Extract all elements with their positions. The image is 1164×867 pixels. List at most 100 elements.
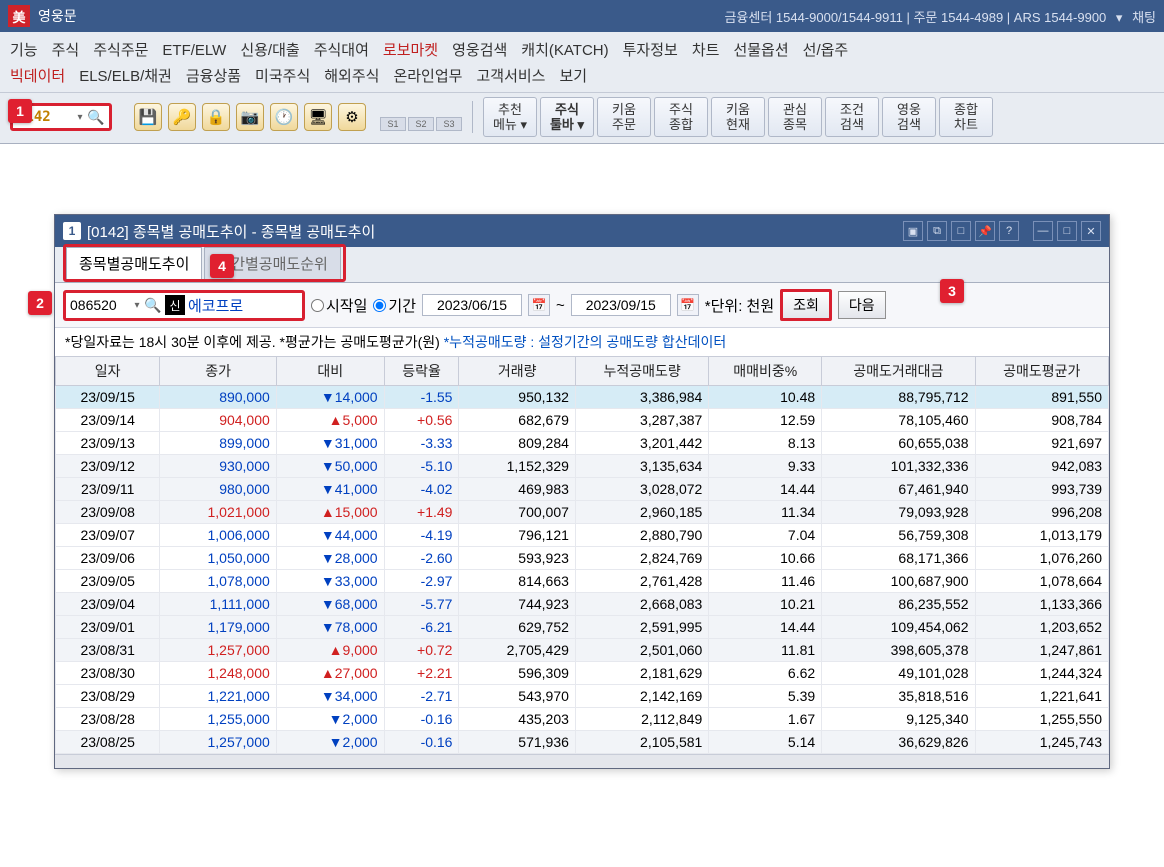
table-row[interactable]: 23/09/081,021,000▲ 15,000+1.49700,0072,9… — [56, 501, 1109, 524]
menu-item[interactable]: 주식 — [52, 38, 80, 64]
quick-button[interactable]: 주식종합 — [654, 97, 708, 137]
chat-link[interactable]: 채팅 — [1132, 10, 1156, 25]
menu-item[interactable]: 선/옵주 — [803, 38, 849, 64]
menu-item[interactable]: 미국주식 — [255, 64, 310, 90]
search-icon[interactable]: 🔍 — [144, 296, 162, 314]
menu-item[interactable]: 기능 — [10, 38, 38, 64]
table-row[interactable]: 23/08/311,257,000▲ 9,000+0.722,705,4292,… — [56, 639, 1109, 662]
save-icon[interactable]: 💾 — [134, 103, 162, 131]
quick-button[interactable]: 관심종목 — [768, 97, 822, 137]
menu-item[interactable]: 캐치(KATCH) — [521, 38, 608, 64]
quick-button[interactable]: 키움현재 — [711, 97, 765, 137]
camera-icon[interactable]: 📷 — [236, 103, 264, 131]
menu-item[interactable]: 선물옵션 — [733, 38, 788, 64]
column-header[interactable]: 종가 — [160, 357, 276, 386]
next-button[interactable]: 다음 — [838, 291, 886, 319]
menu-item[interactable]: 차트 — [692, 38, 720, 64]
key-icon[interactable]: 🔑 — [168, 103, 196, 131]
note-row: *당일자료는 18시 30분 이후에 제공. *평균가는 공매도평균가(원) *… — [55, 328, 1109, 356]
menu-item[interactable]: 금융상품 — [186, 64, 241, 90]
table-row[interactable]: 23/08/291,221,000▼ 34,000-2.71543,9702,1… — [56, 685, 1109, 708]
help-icon[interactable]: ? — [999, 221, 1019, 241]
table-row[interactable]: 23/09/13899,000▼ 31,000-3.33809,2843,201… — [56, 432, 1109, 455]
column-header[interactable]: 일자 — [56, 357, 160, 386]
search-icon[interactable]: 🔍 — [87, 108, 105, 126]
radio-start-label: 시작일 — [326, 295, 367, 316]
quick-button[interactable]: 영웅검색 — [882, 97, 936, 137]
radio-period-label: 기간 — [388, 295, 416, 316]
lock-icon[interactable]: 🔒 — [202, 103, 230, 131]
menu-item[interactable]: 온라인업무 — [393, 64, 462, 90]
calendar-icon[interactable]: 📅 — [677, 294, 699, 316]
scrollbar[interactable] — [55, 754, 1109, 768]
menu-item[interactable]: 해외주식 — [324, 64, 379, 90]
menu-item[interactable]: 주식대여 — [314, 38, 369, 64]
menu-item[interactable]: ELS/ELB/채권 — [79, 64, 172, 90]
quick-button[interactable]: 키움주문 — [597, 97, 651, 137]
column-header[interactable]: 매매비중% — [709, 357, 822, 386]
win-btn-2[interactable]: ⧉ — [927, 221, 947, 241]
pin-icon[interactable]: 📌 — [975, 221, 995, 241]
session-tab[interactable]: S3 — [436, 117, 462, 131]
menu-item[interactable]: 신용/대출 — [240, 38, 299, 64]
menu-item[interactable]: 고객서비스 — [476, 64, 545, 90]
titlebar: 美 영웅문 금융센터 1544-9000/1544-9911 | 주문 1544… — [0, 0, 1164, 32]
calendar-icon[interactable]: 📅 — [528, 294, 550, 316]
quick-button[interactable]: 추천메뉴 ▾ — [483, 97, 537, 137]
table-row[interactable]: 23/08/251,257,000▼ 2,000-0.16571,9362,10… — [56, 731, 1109, 754]
gear-icon[interactable]: ⚙ — [338, 103, 366, 131]
win-btn-3[interactable]: □ — [951, 221, 971, 241]
query-button[interactable]: 조회 — [780, 289, 832, 321]
dropdown-icon[interactable]: ▾ — [130, 300, 144, 311]
subwindow-title: [0142] 종목별 공매도추이 - 종목별 공매도추이 — [87, 221, 375, 242]
maximize-icon[interactable]: □ — [1057, 221, 1077, 241]
subwindow-titlebar: 1 [0142] 종목별 공매도추이 - 종목별 공매도추이 ▣ ⧉ □ 📌 ?… — [55, 215, 1109, 247]
table-row[interactable]: 23/09/011,179,000▼ 78,000-6.21629,7522,5… — [56, 616, 1109, 639]
menu-item[interactable]: 로보마켓 — [383, 38, 438, 64]
table-row[interactable]: 23/09/071,006,000▼ 44,000-4.19796,1212,8… — [56, 524, 1109, 547]
radio-start-date[interactable] — [311, 299, 324, 312]
table-row[interactable]: 23/09/061,050,000▼ 28,000-2.60593,9232,8… — [56, 547, 1109, 570]
monitor-icon[interactable]: 🖥 — [304, 103, 332, 131]
column-header[interactable]: 공매도평균가 — [975, 357, 1109, 386]
tab-by-stock[interactable]: 종목별공매도추이 — [66, 247, 202, 279]
menubar: 기능 주식 주식주문 ETF/ELW 신용/대출 주식대여 로보마켓 영웅검색 캐치(KATCH… — [0, 32, 1164, 93]
column-header[interactable]: 누적공매도량 — [575, 357, 708, 386]
win-btn-1[interactable]: ▣ — [903, 221, 923, 241]
stock-code-input[interactable] — [70, 297, 130, 313]
app-logo: 美 — [8, 5, 30, 27]
unit-label: *단위: 천원 — [705, 295, 774, 316]
table-row[interactable]: 23/08/301,248,000▲ 27,000+2.21596,3092,1… — [56, 662, 1109, 685]
clock-icon[interactable]: 🕐 — [270, 103, 298, 131]
column-header[interactable]: 대비 — [276, 357, 384, 386]
table-row[interactable]: 23/08/281,255,000▼ 2,000-0.16435,2032,11… — [56, 708, 1109, 731]
menu-item[interactable]: 영웅검색 — [452, 38, 507, 64]
quick-button[interactable]: 종합차트 — [939, 97, 993, 137]
menu-item[interactable]: 빅데이터 — [10, 64, 65, 90]
quick-button[interactable]: 조건검색 — [825, 97, 879, 137]
date-to-input[interactable] — [571, 294, 671, 316]
menu-item[interactable]: 투자정보 — [623, 38, 678, 64]
column-header[interactable]: 등락율 — [384, 357, 459, 386]
quick-button[interactable]: 주식툴바 ▾ — [540, 97, 594, 137]
date-from-input[interactable] — [422, 294, 522, 316]
radio-period[interactable] — [373, 299, 386, 312]
menu-item[interactable]: ETF/ELW — [162, 38, 226, 64]
column-header[interactable]: 공매도거래대금 — [822, 357, 975, 386]
close-icon[interactable]: ✕ — [1081, 221, 1101, 241]
session-tab[interactable]: S2 — [408, 117, 434, 131]
table-row[interactable]: 23/09/14904,000▲ 5,000+0.56682,6793,287,… — [56, 409, 1109, 432]
table-row[interactable]: 23/09/051,078,000▼ 33,000-2.97814,6632,7… — [56, 570, 1109, 593]
stock-badge: 신 — [165, 295, 185, 315]
table-row[interactable]: 23/09/11980,000▼ 41,000-4.02469,9833,028… — [56, 478, 1109, 501]
column-header[interactable]: 거래량 — [459, 357, 575, 386]
table-row[interactable]: 23/09/15890,000▼ 14,000-1.55950,1323,386… — [56, 386, 1109, 409]
stock-selector[interactable]: ▾ 🔍 신 에코프로 — [63, 290, 305, 321]
minimize-icon[interactable]: — — [1033, 221, 1053, 241]
table-row[interactable]: 23/09/12930,000▼ 50,000-5.101,152,3293,1… — [56, 455, 1109, 478]
menu-item[interactable]: 보기 — [559, 64, 587, 90]
dropdown-icon[interactable]: ▾ — [73, 112, 87, 123]
session-tab[interactable]: S1 — [380, 117, 406, 131]
menu-item[interactable]: 주식주문 — [93, 38, 148, 64]
table-row[interactable]: 23/09/041,111,000▼ 68,000-5.77744,9232,6… — [56, 593, 1109, 616]
